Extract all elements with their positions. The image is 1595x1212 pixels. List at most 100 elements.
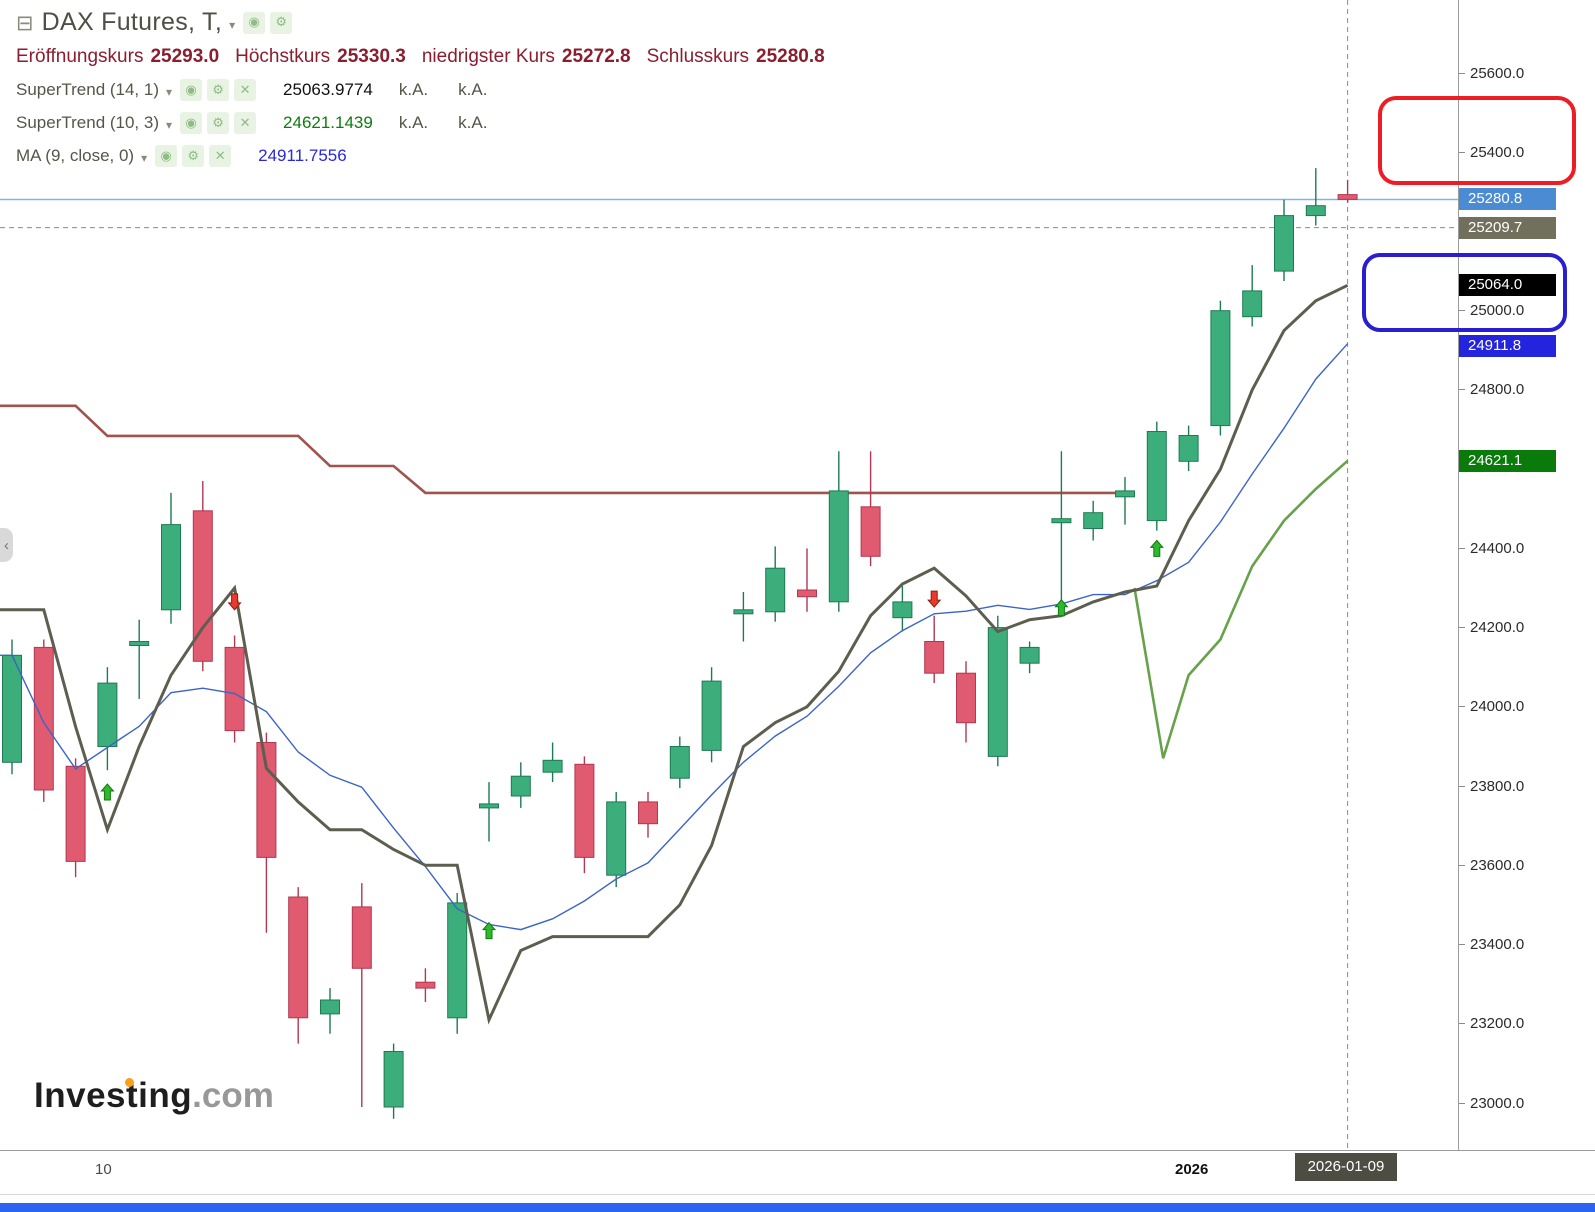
watermark-orange-dot-icon — [125, 1078, 134, 1087]
delete-icon[interactable]: ✕ — [234, 79, 257, 101]
price-axis-tick: 23400.0 — [1459, 936, 1524, 953]
candlestick — [1115, 477, 1135, 525]
collapse-legend-icon[interactable]: ⊟ — [16, 10, 34, 35]
close-label: Schlusskurs — [646, 46, 750, 67]
candlestick — [828, 451, 849, 612]
candlestick — [510, 762, 531, 808]
time-axis-label: 2026 — [1175, 1161, 1209, 1178]
price-axis-tick: 25400.0 — [1459, 144, 1524, 161]
candlestick — [765, 546, 786, 622]
price-badge: 25280.8 — [1459, 188, 1556, 211]
buy-signal-arrow-icon — [100, 783, 115, 801]
candlestick — [574, 756, 595, 874]
price-axis-tick: 25600.0 — [1459, 65, 1524, 82]
price-axis-tick: 23600.0 — [1459, 857, 1524, 874]
candlestick — [479, 782, 499, 842]
indicator-name[interactable]: SuperTrend (10, 3) — [16, 113, 159, 132]
open-value: 25293.0 — [150, 46, 220, 67]
buy-signal-arrow-icon — [481, 921, 497, 940]
time-axis-label: 10 — [95, 1161, 112, 1178]
price-badge: 25209.7 — [1459, 216, 1556, 239]
candlestick — [65, 758, 86, 878]
annotation-box-blue[interactable] — [1362, 253, 1567, 332]
candlestick — [956, 661, 976, 743]
candlestick — [733, 592, 754, 642]
candlestick — [1146, 421, 1167, 531]
supertrend-10-3-downtrend-line — [0, 404, 1135, 495]
candlestick — [288, 887, 309, 1044]
time-axis[interactable]: 10 2026 2026-01-09 — [0, 1150, 1595, 1195]
crosshair-date-badge: 2026-01-09 — [1294, 1153, 1398, 1181]
candlestick — [606, 792, 627, 888]
candlestick — [1305, 168, 1326, 226]
annotation-box-red[interactable] — [1378, 96, 1576, 185]
candlestick — [669, 736, 690, 789]
indicator-value: 24911.7556 — [258, 146, 347, 165]
price-badge: 25064.0 — [1459, 274, 1556, 297]
visibility-icon[interactable]: ◉ — [180, 79, 203, 101]
candlestick — [97, 667, 118, 771]
candlestick — [1051, 451, 1072, 602]
candlestick — [192, 481, 213, 672]
delete-icon[interactable]: ✕ — [234, 112, 257, 134]
candlestick — [542, 742, 563, 783]
candlestick — [987, 615, 1008, 767]
candlestick — [638, 792, 658, 838]
visibility-icon[interactable]: ◉ — [155, 145, 178, 167]
candlestick — [383, 1043, 404, 1119]
chevron-down-icon[interactable]: ▾ — [166, 85, 173, 99]
ohlc-row: Eröffnungskurs 25293.0 Höchstkurs 25330.… — [16, 46, 841, 68]
settings-icon[interactable]: ⚙ — [182, 145, 205, 167]
low-value: 25272.8 — [561, 46, 631, 67]
watermark-text: Investing — [34, 1076, 193, 1115]
symbol-title[interactable]: DAX Futures, T, — [41, 8, 223, 36]
price-chart-canvas[interactable] — [0, 0, 1458, 1150]
settings-icon[interactable]: ⚙ — [207, 112, 230, 134]
candlestick — [1274, 199, 1294, 281]
price-badge: 24911.8 — [1459, 334, 1556, 357]
chevron-down-icon[interactable]: ▾ — [166, 118, 173, 132]
candlestick — [320, 988, 340, 1034]
delete-icon[interactable]: ✕ — [209, 145, 232, 167]
indicator-extra-value: k.A. — [458, 113, 488, 132]
indicator-name[interactable]: MA (9, close, 0) — [16, 146, 135, 165]
price-axis[interactable]: 25800.0 25600.0 25400.0 25000.0 24800.0 24400… — [1458, 0, 1595, 1150]
price-axis-tick: 23200.0 — [1459, 1015, 1524, 1032]
chevron-left-icon: ‹ — [4, 536, 9, 554]
buy-signal-arrow-icon — [1054, 599, 1069, 617]
chevron-down-icon[interactable]: ▾ — [141, 151, 148, 165]
high-label: Höchstkurs — [235, 46, 331, 67]
chevron-down-icon[interactable]: ▾ — [229, 17, 236, 32]
sell-signal-arrow-icon — [227, 593, 242, 611]
settings-icon[interactable]: ⚙ — [207, 79, 230, 101]
chart-legend: ⊟ DAX Futures, T, ▾ ◉ ⚙ Eröffnungskurs 2… — [16, 8, 841, 177]
collapse-panel-handle[interactable]: ‹ — [0, 528, 13, 562]
bottom-accent-bar — [0, 1203, 1595, 1212]
price-axis-tick: 24200.0 — [1459, 619, 1524, 636]
buy-signal-arrow-icon — [1149, 539, 1164, 557]
price-axis-tick: 24400.0 — [1459, 540, 1524, 557]
settings-icon[interactable]: ⚙ — [270, 11, 293, 34]
high-value: 25330.3 — [337, 46, 406, 67]
price-axis-tick: 23800.0 — [1459, 778, 1524, 795]
candlestick — [2, 639, 22, 775]
indicator-name[interactable]: SuperTrend (14, 1) — [16, 80, 159, 99]
low-label: niedrigster Kurs — [421, 46, 555, 67]
candlestick — [224, 635, 245, 743]
visibility-icon[interactable]: ◉ — [243, 11, 266, 34]
candlestick — [161, 492, 181, 624]
candlestick — [1178, 425, 1199, 472]
candlestick — [1242, 265, 1263, 327]
candlestick — [415, 968, 436, 1002]
indicator-extra-value: k.A. — [398, 113, 429, 132]
indicator-value: 25063.9774 — [283, 80, 373, 99]
indicator-row-supertrend-14-1: SuperTrend (14, 1) ▾ ◉ ⚙ ✕ 25063.9774 k.… — [16, 78, 841, 102]
candlestick — [351, 883, 372, 1107]
price-axis-tick: 25800.0 — [1459, 0, 1524, 2]
visibility-icon[interactable]: ◉ — [180, 112, 203, 134]
candlestick — [1083, 500, 1104, 541]
close-value: 25280.8 — [756, 46, 825, 67]
price-axis-tick: 24800.0 — [1459, 381, 1524, 398]
candlestick — [701, 667, 722, 763]
